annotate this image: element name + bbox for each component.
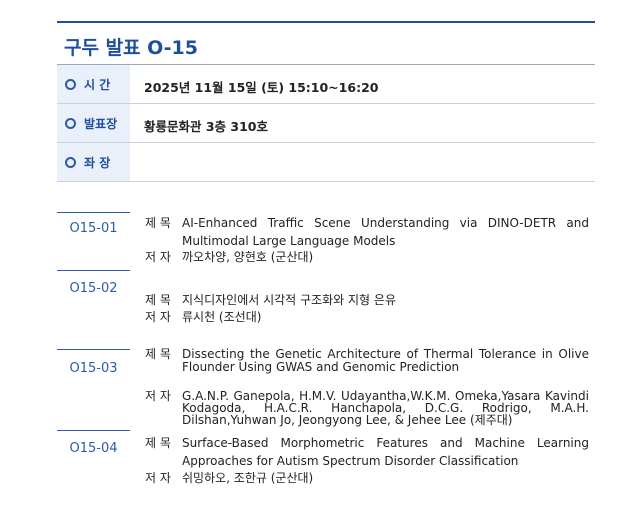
talk-id: O15-01 xyxy=(69,221,118,236)
bullet xyxy=(65,156,76,168)
authors-label: 저 자 xyxy=(145,310,171,324)
talk-id: O15-02 xyxy=(69,281,118,296)
info-label: 발표장 xyxy=(57,104,130,142)
talk-authors: 쉬밍하오, 조한규 (군산대) xyxy=(182,471,314,485)
talk-rule xyxy=(57,212,130,213)
row-rule xyxy=(57,181,595,182)
talk-rule xyxy=(57,349,130,350)
talk-title: 지식디자인에서 시각적 구조화와 지형 은유 xyxy=(182,293,396,307)
bullet xyxy=(65,78,76,90)
info-value: 2025년 11월 15일 (토) 15:10~16:20 xyxy=(144,80,379,95)
info-label: 좌 장 xyxy=(57,143,130,181)
talk-rule xyxy=(57,270,130,271)
title-label: 제 목 xyxy=(145,293,171,307)
info-value: 황룡문화관 3층 310호 xyxy=(144,119,268,134)
title-label: 제 목 xyxy=(145,347,171,361)
talk-rule xyxy=(57,430,130,431)
row-rule xyxy=(57,142,595,143)
title-label: 제 목 xyxy=(145,216,171,230)
info-label-text: 발표장 xyxy=(84,116,118,131)
title-label: 제 목 xyxy=(145,436,171,450)
top-rule xyxy=(57,21,595,23)
info-label-text: 시 간 xyxy=(84,77,111,92)
bullet xyxy=(65,117,76,129)
authors-label: 저 자 xyxy=(145,389,171,403)
authors-label: 저 자 xyxy=(145,250,171,264)
authors-label: 저 자 xyxy=(145,471,171,485)
title: 구두 발표 O-15 xyxy=(64,37,198,59)
row-rule xyxy=(57,103,595,104)
talk-title: AI-Enhanced Traffic Scene Understanding … xyxy=(182,216,589,248)
talk-title: Dissecting the Genetic Architecture of T… xyxy=(182,347,589,374)
rule xyxy=(57,64,595,65)
talk-title: Surface-Based Morphometric Features and … xyxy=(182,436,589,468)
talk-id: O15-04 xyxy=(69,441,118,456)
info-label: 시 간 xyxy=(57,65,130,103)
talk-authors: 까오차양, 양현호 (군산대) xyxy=(182,250,314,264)
talk-authors: G.A.N.P. Ganepola, H.M.V. Udayantha,W.K.… xyxy=(182,389,589,427)
talk-authors: 류시천 (조선대) xyxy=(182,310,262,324)
info-label-text: 좌 장 xyxy=(84,155,111,170)
talk-id: O15-03 xyxy=(69,361,118,376)
